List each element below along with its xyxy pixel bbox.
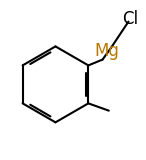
Text: Mg: Mg (94, 42, 119, 60)
Text: Cl: Cl (122, 10, 138, 28)
